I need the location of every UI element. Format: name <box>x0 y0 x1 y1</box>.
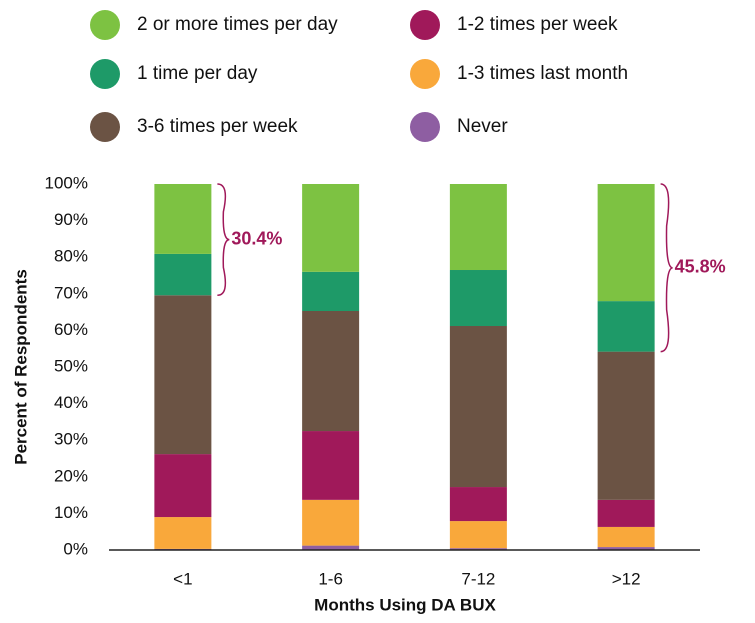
legend-swatch <box>410 112 440 142</box>
x-tick-label: 7-12 <box>461 569 495 588</box>
bar-segment <box>597 351 655 500</box>
y-tick-label: 0% <box>63 539 88 558</box>
bar-segment <box>597 526 655 548</box>
bar-segment <box>449 521 507 549</box>
bar-segment <box>154 454 212 518</box>
bar-segment <box>154 517 212 549</box>
annotation-brace <box>660 183 673 353</box>
legend-label: 1 time per day <box>137 63 258 84</box>
annotation-label: 30.4% <box>231 228 282 248</box>
y-axis-title: Percent of Respondents <box>11 269 30 465</box>
legend-swatch <box>410 10 440 40</box>
y-tick-label: 50% <box>54 356 88 375</box>
bar-segment <box>154 184 212 254</box>
legend-swatch <box>90 112 120 142</box>
legend-label: 3-6 times per week <box>137 116 298 137</box>
bar-segment <box>302 184 360 272</box>
annotation-label: 45.8% <box>675 257 726 277</box>
legend-label: 1-2 times per week <box>457 14 618 35</box>
y-tick-label: 40% <box>54 393 88 412</box>
legend-swatch <box>410 59 440 89</box>
x-tick-label: <1 <box>173 569 192 588</box>
legend-label: Never <box>457 116 508 137</box>
bar-segment <box>302 431 360 500</box>
bar-segment <box>302 271 360 312</box>
y-tick-label: 20% <box>54 466 88 485</box>
y-tick-label: 80% <box>54 247 88 266</box>
y-tick-label: 30% <box>54 430 88 449</box>
bar-segment <box>597 499 655 527</box>
bar-segment <box>449 487 507 522</box>
y-tick-label: 100% <box>45 173 88 192</box>
bar-segment <box>449 270 507 327</box>
bar-segment <box>597 184 655 302</box>
bar-segment <box>449 184 507 271</box>
bar-segment <box>302 545 360 550</box>
legend-label: 1-3 times last month <box>457 63 628 84</box>
bar-segment <box>302 311 360 432</box>
legend-swatch <box>90 59 120 89</box>
y-tick-label: 70% <box>54 283 88 302</box>
y-tick-label: 60% <box>54 320 88 339</box>
legend-label: 2 or more times per day <box>137 14 338 35</box>
x-tick-label: 1-6 <box>318 569 343 588</box>
y-tick-label: 90% <box>54 210 88 229</box>
bar-segment <box>154 295 212 455</box>
x-axis-title: Months Using DA BUX <box>314 595 496 614</box>
x-tick-label: >12 <box>612 569 641 588</box>
legend-swatch <box>90 10 120 40</box>
bar-segment <box>154 253 212 296</box>
y-tick-label: 10% <box>54 503 88 522</box>
annotation-brace <box>217 183 230 297</box>
bar-segment <box>302 499 360 546</box>
bar-segment <box>597 301 655 352</box>
bar-segment <box>597 547 655 550</box>
bar-segment <box>449 326 507 488</box>
bar-segment <box>449 548 507 550</box>
